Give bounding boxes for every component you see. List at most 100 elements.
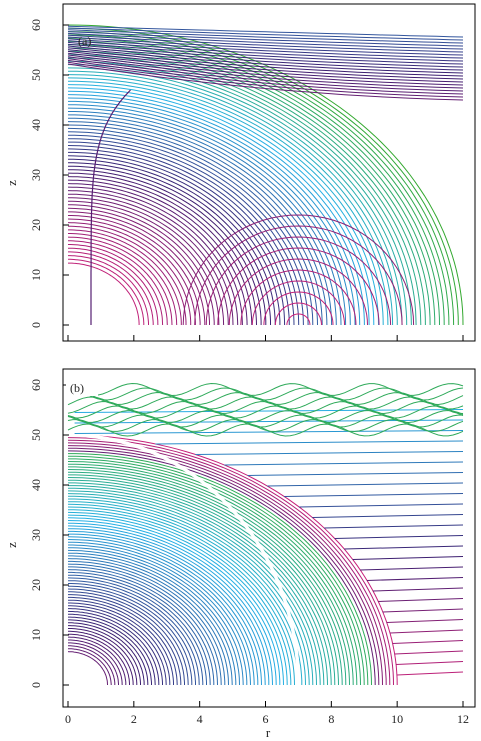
- panel-b: 0 10 20 30 40 50 60 0 2 4 6 8 10 12 (b) z r: [4, 368, 476, 740]
- contour-line: [68, 605, 167, 686]
- contour-line: [67, 651, 108, 685]
- contour-line: [68, 495, 314, 686]
- contour-line: [67, 47, 431, 326]
- contour-line: [394, 650, 464, 655]
- y-tick-label: 30: [29, 169, 43, 181]
- contour-line: [182, 214, 415, 326]
- contour-line: [284, 493, 464, 497]
- contour-line: [67, 57, 417, 326]
- contour-line: [67, 461, 361, 686]
- contour-line: [396, 661, 464, 665]
- contour-line: [68, 258, 145, 325]
- contour-layer-a: [67, 24, 464, 326]
- contour-line: [67, 469, 350, 686]
- contour-line: [67, 536, 259, 685]
- y-tick-label: 60: [29, 379, 43, 391]
- contour-line: [67, 207, 210, 325]
- contour-line: [67, 437, 394, 686]
- contour-line: [194, 225, 403, 326]
- contour-line: [68, 552, 237, 685]
- contour-line: [68, 574, 207, 685]
- contour-line: [67, 514, 288, 686]
- contour-line: [68, 262, 140, 325]
- x-tick-label: 6: [263, 712, 269, 726]
- contour-line: [67, 107, 347, 326]
- contour-line: [68, 648, 112, 685]
- contour-line: [67, 36, 464, 56]
- contour-line: [274, 302, 322, 326]
- contour-line: [67, 45, 464, 71]
- contour-line: [67, 40, 440, 326]
- contour-line: [67, 148, 290, 326]
- contour-line: [67, 236, 173, 326]
- contour-line: [68, 251, 154, 325]
- contour-line: [68, 547, 244, 686]
- contour-line: [67, 487, 325, 686]
- contour-line: [68, 599, 174, 685]
- contour-line: [68, 501, 306, 686]
- contour-line: [68, 158, 276, 325]
- contour-line: [68, 482, 332, 686]
- contour-line: [68, 54, 422, 326]
- contour-line: [205, 236, 392, 326]
- contour-line: [68, 619, 149, 685]
- contour-line: [67, 49, 464, 77]
- contour-line: [67, 405, 464, 419]
- contour-line: [68, 628, 138, 685]
- contour-line: [68, 555, 233, 686]
- contour-line: [67, 162, 271, 325]
- contour-line: [68, 466, 354, 686]
- contour-line: [68, 193, 229, 326]
- contour-line: [389, 629, 464, 634]
- contour-line: [372, 587, 464, 592]
- contour-line: [67, 525, 273, 686]
- contour-line: [67, 577, 204, 685]
- y-tick-label: 20: [29, 579, 43, 591]
- contour-line: [67, 613, 156, 686]
- contour-line: [67, 87, 375, 326]
- contour-line: [67, 90, 370, 326]
- y-tick-label: 30: [29, 529, 43, 541]
- contour-line: [396, 671, 464, 676]
- contour-line: [68, 165, 267, 325]
- contour-line: [67, 58, 464, 92]
- contour-line: [267, 482, 464, 487]
- contour-line: [68, 204, 215, 325]
- contour-line: [67, 31, 464, 47]
- contour-line: [67, 509, 295, 686]
- contour-line: [67, 131, 314, 326]
- y-tick-label: 0: [29, 322, 43, 328]
- panel-label-bg-b: [66, 372, 98, 396]
- contour-line: [67, 434, 398, 686]
- y-tick-label: 0: [29, 682, 43, 688]
- contour-line: [67, 70, 398, 326]
- contour-line: [67, 569, 215, 685]
- contour-line: [217, 247, 380, 326]
- x-tick-label: 12: [457, 712, 469, 726]
- contour-line: [67, 176, 253, 326]
- contour-line: [67, 588, 189, 686]
- y-axis-label-b: z: [4, 542, 19, 548]
- contour-line: [67, 439, 391, 686]
- contour-line: [67, 145, 295, 326]
- contour-line: [68, 528, 270, 685]
- contour-line: [67, 423, 464, 437]
- contour-line: [68, 594, 182, 685]
- contour-line: [195, 451, 464, 455]
- contour-line: [67, 63, 464, 101]
- contour-line: [67, 50, 464, 80]
- contour-line: [286, 313, 311, 325]
- contour-layer-b: [67, 382, 464, 686]
- contour-line: [68, 560, 226, 685]
- contour-line: [67, 47, 464, 74]
- contour-line: [263, 291, 334, 326]
- contour-line: [67, 610, 160, 685]
- contour-line: [67, 59, 464, 95]
- y-tick-label: 10: [29, 269, 43, 281]
- contour-line: [68, 591, 185, 685]
- contour-line: [68, 474, 343, 686]
- contour-line: [68, 498, 310, 686]
- panel-label-a: (a): [78, 34, 91, 48]
- contour-line: [68, 138, 304, 326]
- x-tick-label: 2: [131, 712, 137, 726]
